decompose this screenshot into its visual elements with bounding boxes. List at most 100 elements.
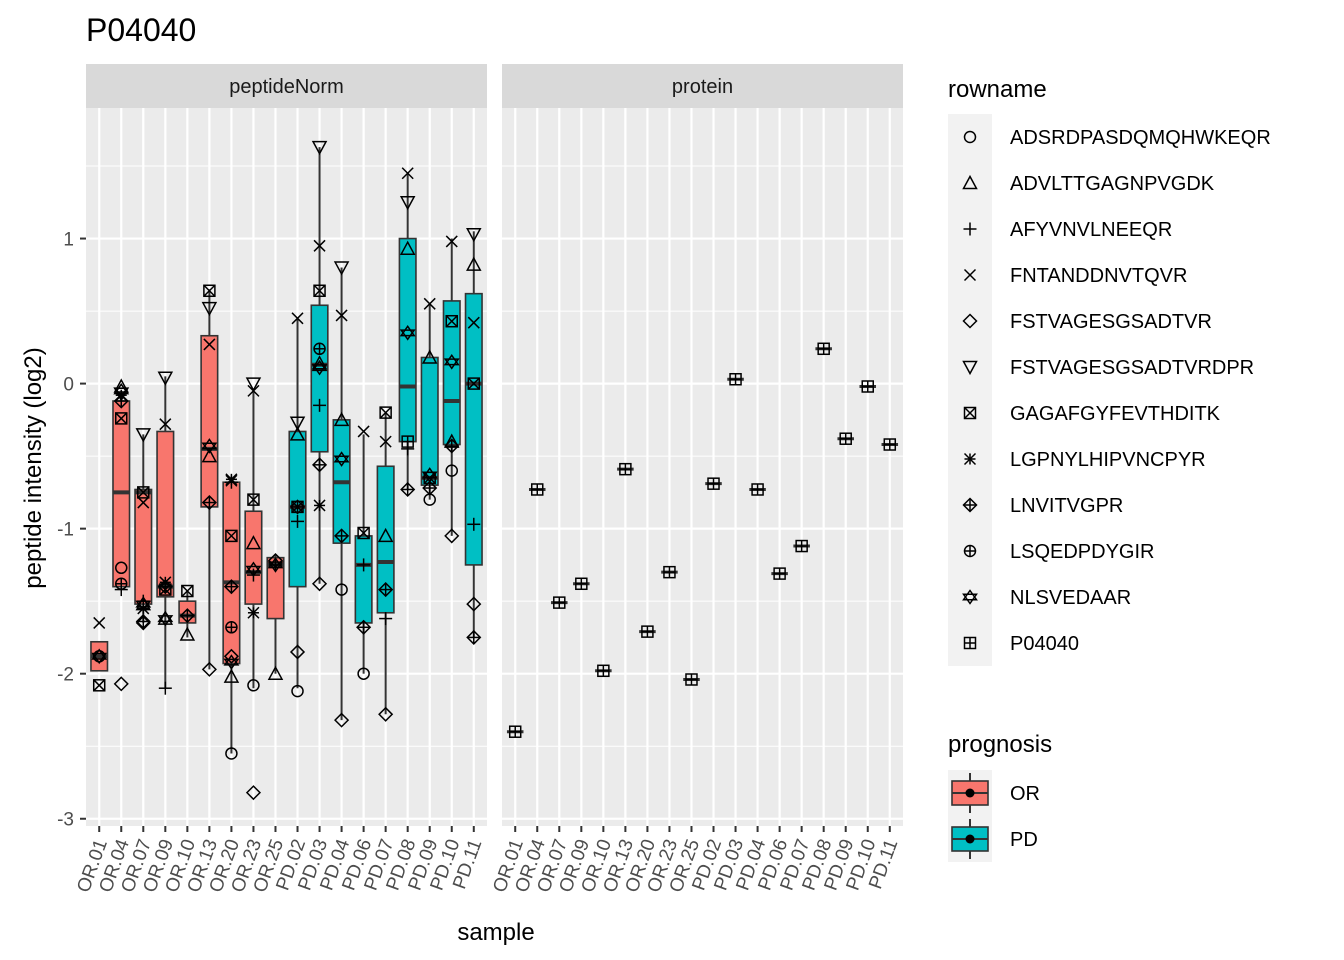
strip-label: protein (672, 76, 733, 98)
legend-shape (962, 313, 978, 329)
point-FSTVAGESGSADTVR (334, 712, 350, 728)
strip-background (86, 64, 487, 108)
panels: peptideNorm protein (86, 64, 903, 826)
point-NLSVEDAAR (267, 557, 284, 573)
legend-item-P04040: P04040 (948, 620, 1079, 666)
point-FSTVAGESGSADTVRDPR (466, 227, 482, 243)
point-GAGAFGYFEVTHDITK (313, 284, 326, 298)
box-OR.04 (528, 483, 546, 496)
point-P04040 (751, 483, 764, 496)
point-FSTVAGESGSADTVR (113, 676, 129, 692)
point-P04040 (817, 342, 830, 356)
legend-key (948, 114, 992, 160)
point-FNTANDDNVTQVR (313, 239, 326, 252)
point-P04040 (597, 664, 610, 678)
box-body (310, 304, 329, 453)
point-FSTVAGESGSADTVR (289, 644, 306, 660)
point-P04040 (773, 567, 786, 580)
point-LNVITVGPR (135, 613, 151, 630)
box-OR.23 (244, 390, 263, 689)
point-GAGAFGYFEVTHDITK (247, 493, 260, 506)
box-PD.03 (727, 372, 744, 386)
legend-shape (962, 497, 978, 513)
legend-shape (963, 636, 977, 650)
box-body (464, 292, 483, 566)
box-OR.13 (617, 462, 634, 476)
point-ADVLTTGAGNPVGDK (201, 448, 218, 463)
box-PD.02 (705, 477, 722, 490)
point-ADVLTTGAGNPVGDK (399, 240, 416, 255)
point-ADVLTTGAGNPVGDK (179, 626, 196, 641)
point-LNVITVGPR (466, 629, 482, 645)
legend-shape (962, 174, 978, 190)
point-GAGAFGYFEVTHDITK (357, 526, 370, 540)
point-FSTVAGESGSADTVRDPR (289, 416, 306, 431)
legend-label: FSTVAGESGSADTVR (1010, 311, 1212, 333)
point-FSTVAGESGSADTVR (311, 576, 328, 592)
point-FNTANDDNVTQVR (291, 312, 304, 325)
legend-item-GAGAFGYFEVTHDITK: GAGAFGYFEVTHDITK (948, 390, 1221, 436)
point-FNTANDDNVTQVR (137, 496, 150, 509)
point-FSTVAGESGSADTVRDPR (245, 377, 262, 392)
y-tick-label: 1 (63, 230, 74, 251)
point-LSQEDPDYGIR (313, 342, 326, 356)
point-LNVITVGPR (179, 608, 195, 624)
point-LGPNYLHIPVNCPYR (247, 606, 260, 619)
panel-background (86, 108, 487, 826)
legend-label: LGPNYLHIPVNCPYR (1010, 449, 1206, 471)
box-OR.09 (573, 577, 590, 591)
legend-shape (962, 360, 978, 376)
point-P04040 (401, 435, 414, 448)
point-LNVITVGPR (334, 528, 350, 544)
legend-shape (963, 222, 977, 236)
chart-title: P04040 (86, 12, 196, 48)
point-ADVLTTGAGNPVGDK (289, 426, 306, 441)
point-NLSVEDAAR (399, 325, 416, 341)
box-body (244, 510, 263, 605)
box-PD.08 (815, 342, 832, 356)
point-P04040 (553, 596, 566, 609)
box-PD.03 (310, 147, 329, 584)
point-LGPNYLHIPVNCPYR (313, 499, 326, 512)
point-LNVITVGPR (400, 481, 416, 498)
point-LNVITVGPR (444, 438, 460, 454)
box-PD.07 (793, 539, 810, 553)
point-GAGAFGYFEVTHDITK (423, 471, 436, 485)
point-GAGAFGYFEVTHDITK (225, 529, 238, 543)
box-PD.04 (332, 267, 351, 721)
legend-item-LGPNYLHIPVNCPYR: LGPNYLHIPVNCPYR (948, 436, 1206, 482)
point-LNVITVGPR (201, 494, 217, 511)
legend-item-ADVLTTGAGNPVGDK: ADVLTTGAGNPVGDK (948, 160, 1215, 206)
point-FNTANDDNVTQVR (423, 297, 436, 310)
legend-key (948, 298, 992, 344)
legend-shape (963, 406, 977, 420)
legend-item-FSTVAGESGSADTVR: FSTVAGESGSADTVR (948, 298, 1212, 344)
point-FSTVAGESGSADTVR (223, 648, 239, 664)
point-LNVITVGPR (223, 579, 239, 595)
point-P04040 (707, 477, 720, 490)
legend-key (948, 344, 992, 390)
box-body (420, 356, 439, 486)
box-OR.13 (200, 289, 219, 670)
panel-protein: protein (502, 64, 903, 826)
legend-item-OR: OR (948, 770, 1040, 816)
box-PD.06 (771, 567, 788, 580)
point-LNVITVGPR (311, 457, 328, 473)
point-GAGAFGYFEVTHDITK (445, 314, 458, 328)
point-NLSVEDAAR (157, 610, 174, 627)
point-AFYVNVLNEEQR (467, 517, 481, 531)
box-PD.10 (859, 380, 877, 393)
point-GAGAFGYFEVTHDITK (92, 679, 106, 692)
legend-shape (962, 589, 978, 605)
point-NLSVEDAAR (135, 596, 152, 612)
legend-rowname-title: rowname (948, 76, 1047, 103)
x-axis-label: sample (457, 919, 534, 946)
point-ADVLTTGAGNPVGDK (333, 411, 350, 427)
point-NLSVEDAAR (245, 561, 262, 578)
point-FSTVAGESGSADTVR (245, 785, 262, 801)
legend-prognosis-title: prognosis (948, 731, 1052, 758)
legend-item-LNVITVGPR: LNVITVGPR (948, 482, 1123, 528)
legend-dot (965, 834, 975, 844)
box-OR.25 (683, 673, 700, 686)
